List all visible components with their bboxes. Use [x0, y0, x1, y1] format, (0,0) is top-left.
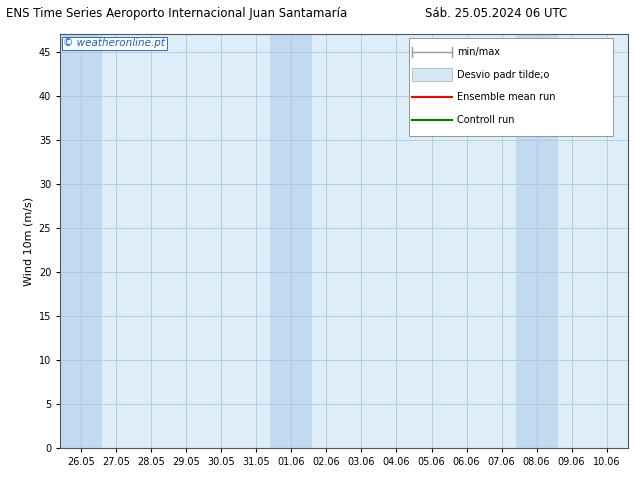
- Text: min/max: min/max: [457, 47, 500, 57]
- Y-axis label: Wind 10m (m/s): Wind 10m (m/s): [23, 197, 33, 286]
- Text: Controll run: Controll run: [457, 115, 515, 125]
- Text: Ensemble mean run: Ensemble mean run: [457, 93, 556, 102]
- Text: Sáb. 25.05.2024 06 UTC: Sáb. 25.05.2024 06 UTC: [425, 7, 567, 21]
- Text: © weatheronline.pt: © weatheronline.pt: [63, 38, 165, 49]
- FancyBboxPatch shape: [409, 38, 614, 136]
- Bar: [412, 69, 452, 81]
- Bar: [270, 34, 313, 448]
- Bar: [515, 34, 558, 448]
- Bar: [60, 34, 102, 448]
- Text: Desvio padr tilde;o: Desvio padr tilde;o: [457, 70, 550, 80]
- Text: ENS Time Series Aeroporto Internacional Juan Santamaría: ENS Time Series Aeroporto Internacional …: [6, 7, 347, 21]
